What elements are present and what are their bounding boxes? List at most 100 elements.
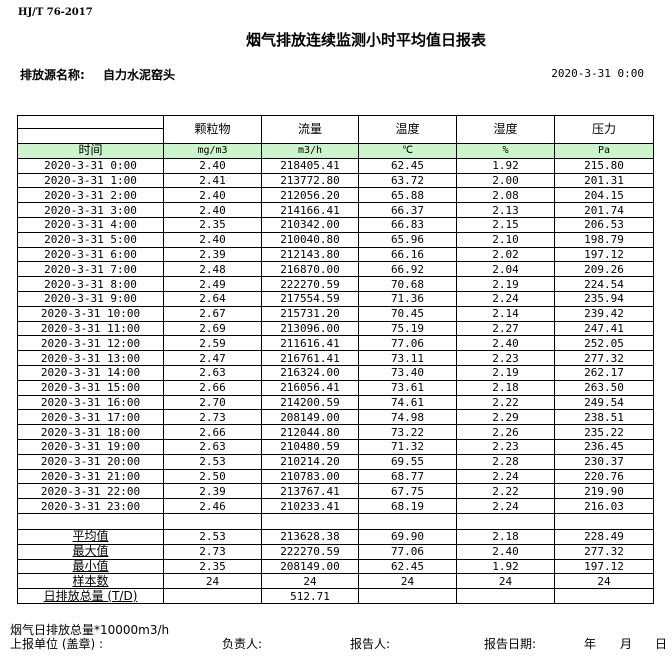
value-cell: 2.19 xyxy=(456,364,555,381)
unit-cell: ℃ xyxy=(358,143,457,159)
time-cell: 2020-3-31 15:00 xyxy=(17,379,164,396)
value-cell: 201.31 xyxy=(554,172,654,189)
time-cell: 2020-3-31 0:00 xyxy=(17,157,164,174)
time-cell: 2020-3-31 9:00 xyxy=(17,290,164,307)
value-cell: 24 xyxy=(358,573,457,590)
value-cell xyxy=(163,588,262,604)
blank-cell xyxy=(554,512,654,530)
value-cell: 213096.00 xyxy=(261,320,359,337)
footer-note: 烟气日排放总量*10000m3/h xyxy=(10,623,170,637)
standard-code: HJ/T 76-2017 xyxy=(18,7,93,18)
summary-label: 样本数 xyxy=(17,573,164,590)
table-row: 2020-3-31 19:00 2.63 210480.59 71.32 2.23 236… xyxy=(17,438,654,455)
value-cell: 2.23 xyxy=(456,350,555,366)
summary-row: 最大值 2.73 222270.59 77.06 2.40 277.32 xyxy=(17,543,654,560)
time-cell: 2020-3-31 22:00 xyxy=(17,483,164,500)
time-cell: 2020-3-31 16:00 xyxy=(17,394,164,411)
value-cell: 2.35 xyxy=(163,558,262,575)
unit-cell: mg/m3 xyxy=(163,143,262,159)
time-cell: 2020-3-31 17:00 xyxy=(17,409,164,426)
value-cell: 252.05 xyxy=(554,335,654,352)
summary-label: 平均值 xyxy=(17,528,164,545)
value-cell: 2.64 xyxy=(163,290,262,307)
value-cell: 2.08 xyxy=(456,187,555,204)
column-header: 压力 xyxy=(554,115,654,144)
year-label: 年 xyxy=(584,637,597,651)
value-cell: 2.53 xyxy=(163,453,262,470)
summary-label: 最大值 xyxy=(17,543,164,560)
value-cell: 2.73 xyxy=(163,409,262,426)
table-row: 2020-3-31 1:00 2.41 213772.80 63.72 2.00 201.… xyxy=(17,172,654,189)
time-cell: 2020-3-31 1:00 xyxy=(17,172,164,189)
reporting-unit-label: 上报单位 (盖章) : xyxy=(10,637,104,651)
source-value: 自力水泥窑头 xyxy=(103,68,176,82)
summary-row: 最小值 2.35 208149.00 62.45 1.92 197.12 xyxy=(17,558,654,575)
value-cell: 73.11 xyxy=(358,350,457,366)
table-row: 2020-3-31 4:00 2.35 210342.00 66.83 2.15 206.… xyxy=(17,216,654,233)
summary-row: 样本数 24 24 24 24 24 xyxy=(17,573,654,590)
value-cell: 239.42 xyxy=(554,305,654,322)
time-cell: 2020-3-31 11:00 xyxy=(17,320,164,337)
time-cell: 2020-3-31 2:00 xyxy=(17,187,164,204)
value-cell: 2.00 xyxy=(456,172,555,189)
value-cell: 216.03 xyxy=(554,498,654,514)
value-cell: 2.66 xyxy=(163,424,262,440)
value-cell: 2.27 xyxy=(456,320,555,337)
value-cell: 220.76 xyxy=(554,468,654,485)
table-row: 2020-3-31 13:00 2.47 216761.41 73.11 2.23 277… xyxy=(17,350,654,366)
value-cell: 69.90 xyxy=(358,528,457,545)
value-cell: 236.45 xyxy=(554,438,654,455)
value-cell: 2.13 xyxy=(456,202,555,218)
value-cell: 212143.80 xyxy=(261,246,359,263)
value-cell: 210342.00 xyxy=(261,216,359,233)
value-cell: 2.53 xyxy=(163,528,262,545)
blank-cell xyxy=(17,512,164,530)
value-cell: 215.80 xyxy=(554,157,654,174)
time-cell: 2020-3-31 19:00 xyxy=(17,438,164,455)
value-cell: 2.63 xyxy=(163,364,262,381)
value-cell: 224.54 xyxy=(554,276,654,292)
value-cell: 263.50 xyxy=(554,379,654,396)
value-cell: 2.28 xyxy=(456,453,555,470)
value-cell: 222270.59 xyxy=(261,543,359,560)
value-cell: 210233.41 xyxy=(261,498,359,514)
value-cell: 73.22 xyxy=(358,424,457,440)
value-cell: 2.18 xyxy=(456,379,555,396)
table-row: 2020-3-31 17:00 2.73 208149.00 74.98 2.29 238… xyxy=(17,409,654,426)
value-cell: 66.37 xyxy=(358,202,457,218)
value-cell: 216761.41 xyxy=(261,350,359,366)
value-cell: 65.96 xyxy=(358,231,457,248)
value-cell: 66.92 xyxy=(358,261,457,278)
value-cell: 24 xyxy=(163,573,262,590)
value-cell: 238.51 xyxy=(554,409,654,426)
table-row: 2020-3-31 8:00 2.49 222270.59 70.68 2.19 224.… xyxy=(17,276,654,292)
value-cell: 216056.41 xyxy=(261,379,359,396)
value-cell: 211616.41 xyxy=(261,335,359,352)
time-cell: 2020-3-31 18:00 xyxy=(17,424,164,440)
value-cell: 210480.59 xyxy=(261,438,359,455)
time-cell: 2020-3-31 20:00 xyxy=(17,453,164,470)
value-cell: 68.77 xyxy=(358,468,457,485)
time-cell: 2020-3-31 3:00 xyxy=(17,202,164,218)
value-cell: 2.66 xyxy=(163,379,262,396)
value-cell: 2.40 xyxy=(163,231,262,248)
value-cell: 1.92 xyxy=(456,558,555,575)
value-cell: 208149.00 xyxy=(261,558,359,575)
value-cell: 206.53 xyxy=(554,216,654,233)
value-cell: 262.17 xyxy=(554,364,654,381)
value-cell: 2.24 xyxy=(456,290,555,307)
table-row: 2020-3-31 23:00 2.46 210233.41 68.19 2.24 216… xyxy=(17,498,654,514)
time-cell: 2020-3-31 7:00 xyxy=(17,261,164,278)
value-cell: 2.29 xyxy=(456,409,555,426)
summary-label: 最小值 xyxy=(17,558,164,575)
unit-cell: % xyxy=(456,143,555,159)
value-cell: 235.22 xyxy=(554,424,654,440)
value-cell: 2.40 xyxy=(163,202,262,218)
report-title: 烟气排放连续监测小时平均值日报表 xyxy=(245,31,486,49)
value-cell: 2.26 xyxy=(456,424,555,440)
value-cell: 2.39 xyxy=(163,483,262,500)
value-cell: 2.15 xyxy=(456,216,555,233)
unit-cell: Pa xyxy=(554,143,654,159)
value-cell: 2.70 xyxy=(163,394,262,411)
value-cell: 198.79 xyxy=(554,231,654,248)
